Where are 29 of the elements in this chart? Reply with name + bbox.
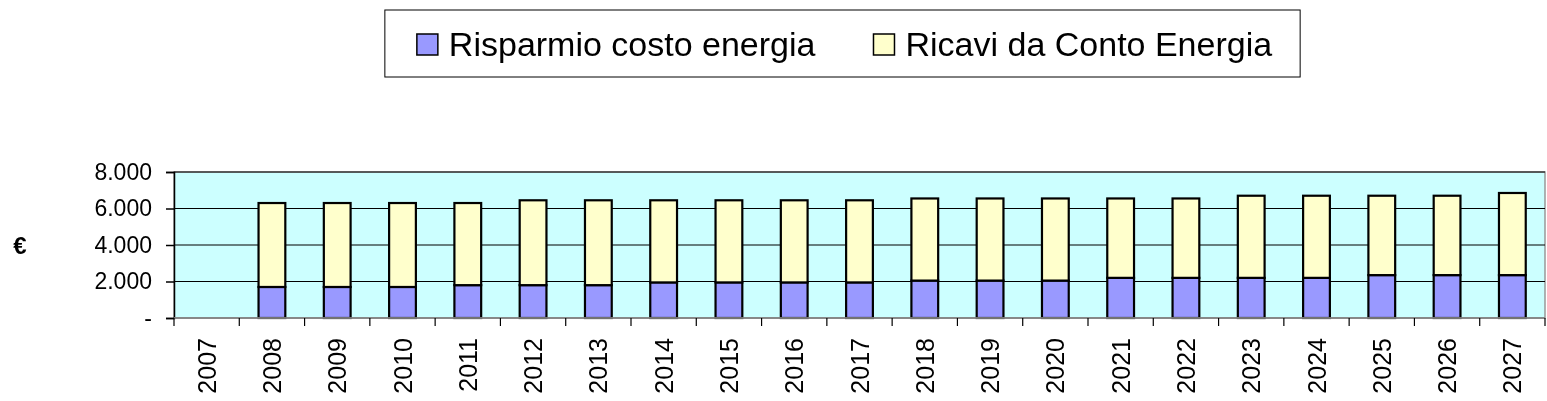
x-tick-label: 2018 bbox=[910, 338, 939, 394]
legend-label: Ricavi da Conto Energia bbox=[905, 24, 1273, 63]
x-tick-label: 2026 bbox=[1433, 338, 1462, 394]
y-tick-label: - bbox=[144, 304, 152, 331]
x-tick-label: 2014 bbox=[649, 337, 678, 394]
x-tick-label: 2012 bbox=[519, 338, 548, 394]
x-tick-label: 2015 bbox=[714, 338, 743, 394]
x-tick-label: 2009 bbox=[323, 338, 352, 394]
y-axis-title: € bbox=[13, 232, 27, 259]
x-tick-label: 2010 bbox=[388, 338, 417, 394]
x-tick-label: 2016 bbox=[780, 338, 809, 394]
x-tick-label: 2020 bbox=[1041, 338, 1070, 394]
legend-label: Risparmio costo energia bbox=[448, 24, 816, 63]
x-tick-label: 2027 bbox=[1498, 338, 1527, 394]
y-tick-label: 2.000 bbox=[94, 268, 152, 295]
x-tick-label: 2007 bbox=[192, 338, 221, 394]
y-tick-label: 8.000 bbox=[94, 158, 152, 185]
x-tick-label: 2021 bbox=[1106, 338, 1135, 394]
x-tick-label: 2019 bbox=[976, 338, 1005, 394]
x-tick-label: 2008 bbox=[257, 338, 286, 394]
x-tick-label: 2011 bbox=[453, 338, 482, 392]
y-tick-label: 4.000 bbox=[94, 231, 152, 258]
x-tick-label: 2017 bbox=[845, 338, 874, 394]
x-tick-label: 2013 bbox=[584, 338, 613, 394]
x-tick-label: 2023 bbox=[1237, 338, 1266, 394]
x-tick-label: 2022 bbox=[1171, 338, 1200, 394]
x-tick-label: 2025 bbox=[1367, 338, 1396, 394]
x-tick-label: 2024 bbox=[1302, 337, 1331, 394]
y-tick-label: 6.000 bbox=[94, 195, 152, 222]
